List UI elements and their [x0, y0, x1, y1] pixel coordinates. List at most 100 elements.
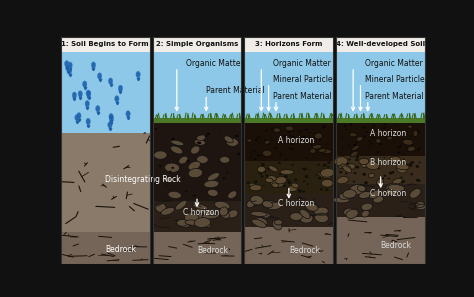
- Ellipse shape: [349, 171, 352, 173]
- Ellipse shape: [361, 161, 371, 168]
- Ellipse shape: [297, 138, 298, 140]
- Ellipse shape: [219, 207, 228, 216]
- Ellipse shape: [290, 213, 302, 220]
- Bar: [245, 52, 333, 118]
- Bar: [336, 118, 425, 123]
- Ellipse shape: [252, 199, 260, 205]
- Ellipse shape: [283, 135, 285, 137]
- Ellipse shape: [349, 133, 357, 137]
- Ellipse shape: [393, 141, 395, 143]
- Ellipse shape: [289, 148, 291, 149]
- Ellipse shape: [278, 162, 281, 164]
- Ellipse shape: [249, 157, 251, 158]
- Bar: [336, 37, 425, 52]
- Ellipse shape: [319, 148, 326, 152]
- Ellipse shape: [376, 178, 383, 185]
- Ellipse shape: [348, 159, 350, 161]
- Ellipse shape: [191, 146, 200, 154]
- Ellipse shape: [164, 163, 180, 173]
- Ellipse shape: [280, 170, 294, 175]
- Ellipse shape: [405, 164, 409, 167]
- Ellipse shape: [273, 128, 280, 132]
- Ellipse shape: [279, 173, 282, 175]
- Ellipse shape: [366, 131, 368, 133]
- Ellipse shape: [325, 188, 328, 191]
- Ellipse shape: [390, 157, 401, 163]
- Ellipse shape: [379, 143, 382, 145]
- Ellipse shape: [369, 146, 371, 148]
- Ellipse shape: [310, 144, 312, 145]
- Ellipse shape: [410, 189, 421, 198]
- Ellipse shape: [410, 136, 411, 137]
- Ellipse shape: [303, 181, 305, 182]
- Ellipse shape: [344, 208, 356, 217]
- Ellipse shape: [205, 135, 208, 138]
- Ellipse shape: [305, 129, 308, 131]
- Ellipse shape: [382, 177, 384, 179]
- Bar: [245, 161, 333, 194]
- Ellipse shape: [352, 146, 359, 150]
- Ellipse shape: [376, 139, 381, 143]
- Ellipse shape: [392, 178, 402, 184]
- Ellipse shape: [350, 123, 353, 126]
- Ellipse shape: [415, 165, 419, 168]
- Ellipse shape: [255, 138, 257, 140]
- Ellipse shape: [356, 134, 357, 135]
- Ellipse shape: [320, 188, 323, 190]
- Ellipse shape: [68, 62, 72, 68]
- Ellipse shape: [345, 164, 356, 170]
- Ellipse shape: [263, 200, 275, 208]
- Ellipse shape: [302, 168, 304, 170]
- Bar: [245, 37, 333, 264]
- Ellipse shape: [163, 177, 173, 182]
- Ellipse shape: [186, 160, 190, 162]
- Ellipse shape: [175, 200, 187, 210]
- Bar: [336, 156, 425, 184]
- Ellipse shape: [126, 111, 130, 117]
- Ellipse shape: [285, 159, 287, 160]
- Text: Mineral Particles: Mineral Particles: [365, 75, 428, 84]
- Ellipse shape: [401, 181, 403, 183]
- Ellipse shape: [274, 147, 277, 149]
- Ellipse shape: [109, 78, 113, 84]
- Ellipse shape: [420, 131, 421, 132]
- Ellipse shape: [291, 148, 293, 150]
- Ellipse shape: [254, 158, 257, 160]
- Ellipse shape: [397, 166, 407, 173]
- Ellipse shape: [284, 175, 288, 178]
- Ellipse shape: [169, 171, 172, 173]
- Ellipse shape: [349, 184, 366, 195]
- Ellipse shape: [249, 183, 258, 188]
- Ellipse shape: [155, 203, 166, 212]
- Ellipse shape: [341, 164, 351, 171]
- Bar: [336, 123, 425, 156]
- Ellipse shape: [185, 220, 199, 225]
- Text: C horizon: C horizon: [370, 189, 406, 198]
- Ellipse shape: [118, 85, 123, 91]
- Ellipse shape: [403, 139, 413, 145]
- Ellipse shape: [305, 203, 318, 211]
- Ellipse shape: [418, 148, 420, 149]
- Ellipse shape: [363, 134, 365, 135]
- Ellipse shape: [327, 166, 329, 168]
- Ellipse shape: [168, 191, 182, 199]
- Ellipse shape: [177, 219, 188, 226]
- Ellipse shape: [266, 143, 269, 145]
- Ellipse shape: [263, 171, 266, 173]
- Ellipse shape: [196, 135, 207, 140]
- Text: Mineral Particles: Mineral Particles: [273, 75, 337, 84]
- Ellipse shape: [362, 173, 366, 176]
- Ellipse shape: [370, 157, 372, 159]
- Ellipse shape: [265, 129, 268, 132]
- Ellipse shape: [417, 132, 419, 134]
- Bar: [153, 201, 241, 233]
- Ellipse shape: [246, 139, 252, 142]
- Bar: [153, 123, 241, 201]
- Ellipse shape: [314, 207, 328, 215]
- Ellipse shape: [313, 147, 316, 149]
- Text: C horizon: C horizon: [278, 199, 314, 208]
- Ellipse shape: [346, 209, 358, 219]
- Ellipse shape: [315, 213, 328, 222]
- Ellipse shape: [155, 128, 157, 130]
- Ellipse shape: [341, 137, 343, 139]
